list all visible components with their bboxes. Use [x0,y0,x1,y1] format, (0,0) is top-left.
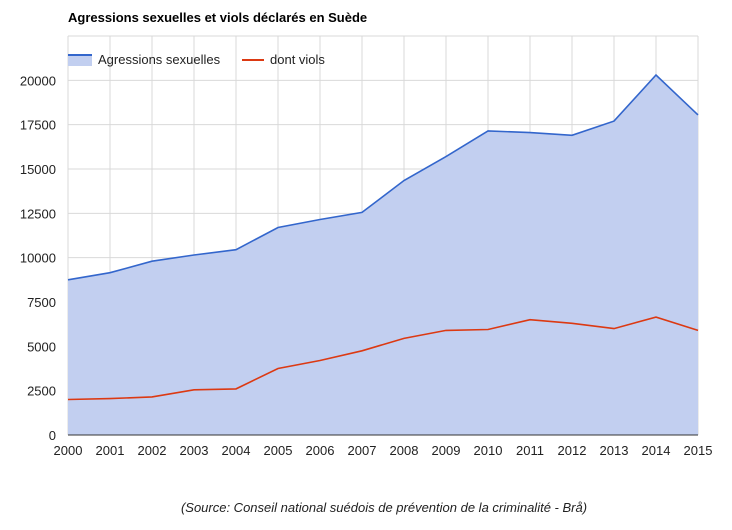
x-tick-label: 2013 [600,443,629,458]
y-tick-label: 5000 [27,339,56,354]
x-tick-label: 2003 [180,443,209,458]
x-tick-label: 2008 [390,443,419,458]
chart-title: Agressions sexuelles et viols déclarés e… [68,10,367,25]
legend-label: dont viols [270,52,325,67]
x-tick-label: 2009 [432,443,461,458]
y-tick-label: 15000 [20,162,56,177]
legend-item[interactable]: dont viols [242,52,325,67]
series-line-1 [67,316,699,401]
legend-swatch [68,54,92,66]
series-area-0 [68,75,698,435]
x-tick-label: 2000 [54,443,83,458]
x-tick-label: 2007 [348,443,377,458]
legend-item[interactable]: Agressions sexuelles [68,52,221,67]
legend[interactable]: Agressions sexuelles dont viols [68,52,325,67]
y-tick-label: 2500 [27,384,56,399]
x-tick-label: 2004 [222,443,251,458]
x-tick-label: 2005 [264,443,293,458]
area-layer [68,75,698,435]
line-layer [67,73,699,401]
x-tick-label: 2010 [474,443,503,458]
y-tick-label: 0 [49,428,56,443]
x-tick-label: 2001 [96,443,125,458]
x-tick-label: 2015 [684,443,713,458]
y-tick-label: 20000 [20,73,56,88]
x-tick-label: 2006 [306,443,335,458]
y-tick-label: 12500 [20,206,56,221]
y-tick-label: 7500 [27,295,56,310]
series-line-0 [67,73,699,281]
source-note: (Source: Conseil national suédois de pré… [181,500,587,515]
axes: 0 2500 5000 7500 10000 12500 15000 17500 20000 20… [20,73,713,458]
y-tick-label: 10000 [20,251,56,266]
y-tick-label: 17500 [20,118,56,133]
legend-label: Agressions sexuelles [98,52,221,67]
x-tick-label: 2014 [642,443,671,458]
x-tick-label: 2012 [558,443,587,458]
x-tick-label: 2011 [516,443,544,458]
x-tick-label: 2002 [138,443,167,458]
